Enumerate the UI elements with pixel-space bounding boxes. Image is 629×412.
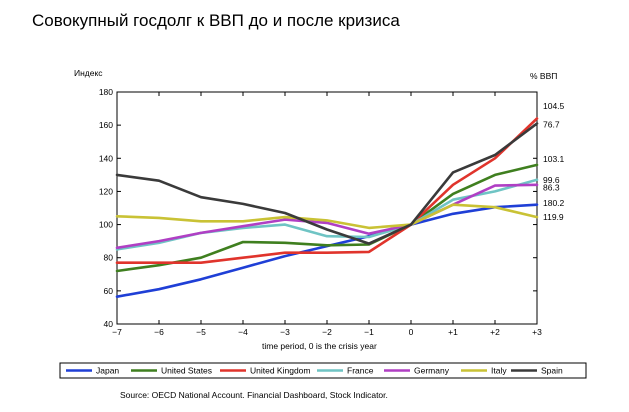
x-tick-label: +1 [448,327,458,337]
source-note: Source: OECD National Account. Financial… [120,390,388,400]
right-value-label: 76.7 [543,119,560,129]
x-tick-label: −4 [238,327,248,337]
y-tick-label: 60 [104,286,114,296]
legend-label-japan: Japan [96,366,119,376]
right-value-label: 86.3 [543,182,560,192]
x-tick-label: +2 [490,327,500,337]
legend-label-germany: Germany [414,366,450,376]
y-tick-label: 80 [104,253,114,263]
right-value-label: 104.5 [543,101,565,111]
x-tick-label: +3 [532,327,542,337]
series-line-italy [115,203,539,230]
legend-label-italy: Italy [491,366,507,376]
x-tick-label: −1 [364,327,374,337]
y-tick-label: 140 [99,153,113,163]
y-tick-label: 100 [99,220,113,230]
x-tick-label: −2 [322,327,332,337]
x-tick-label: −5 [196,327,206,337]
y-tick-label: 120 [99,186,113,196]
y-tick-label: 180 [99,87,113,97]
x-tick-label: 0 [409,327,414,337]
plot-frame [116,91,538,325]
chart-title: Совокупный госдолг к ВВП до и после криз… [32,11,400,30]
legend-label-spain: Spain [541,366,563,376]
legend: Japan United States United Kingdom France Ge… [59,362,587,379]
legend-label-france: France [347,366,374,376]
x-axis-label: time period, 0 is the crisis year [262,341,377,351]
y-tick-label: 160 [99,120,113,130]
x-tick-label: −6 [154,327,164,337]
right-value-label: 103.1 [543,154,565,164]
right-value-label: 180.2 [543,198,565,208]
series-line-united-states [115,163,539,273]
right-value-label: 99.6 [543,175,560,185]
y-axis-label: Индекс [74,68,103,78]
legend-label-united-states: United States [161,366,212,376]
series-line-germany [115,183,539,250]
legend-label-united-kingdom: United Kingdom [250,366,310,376]
right-axis-label: % ВВП [530,71,557,81]
plot-area: 40 60 80 100 120 140 160 180 −7 −6 −5 −4 −3 −2 −1 0 +1 +2… [99,87,565,337]
series-line-united-kingdom [115,117,539,265]
right-value-label: 119.9 [543,212,564,222]
y-tick-label: 40 [104,319,114,329]
x-tick-label: −3 [280,327,290,337]
x-tick-label: −7 [112,327,122,337]
series-line-spain [115,122,539,245]
